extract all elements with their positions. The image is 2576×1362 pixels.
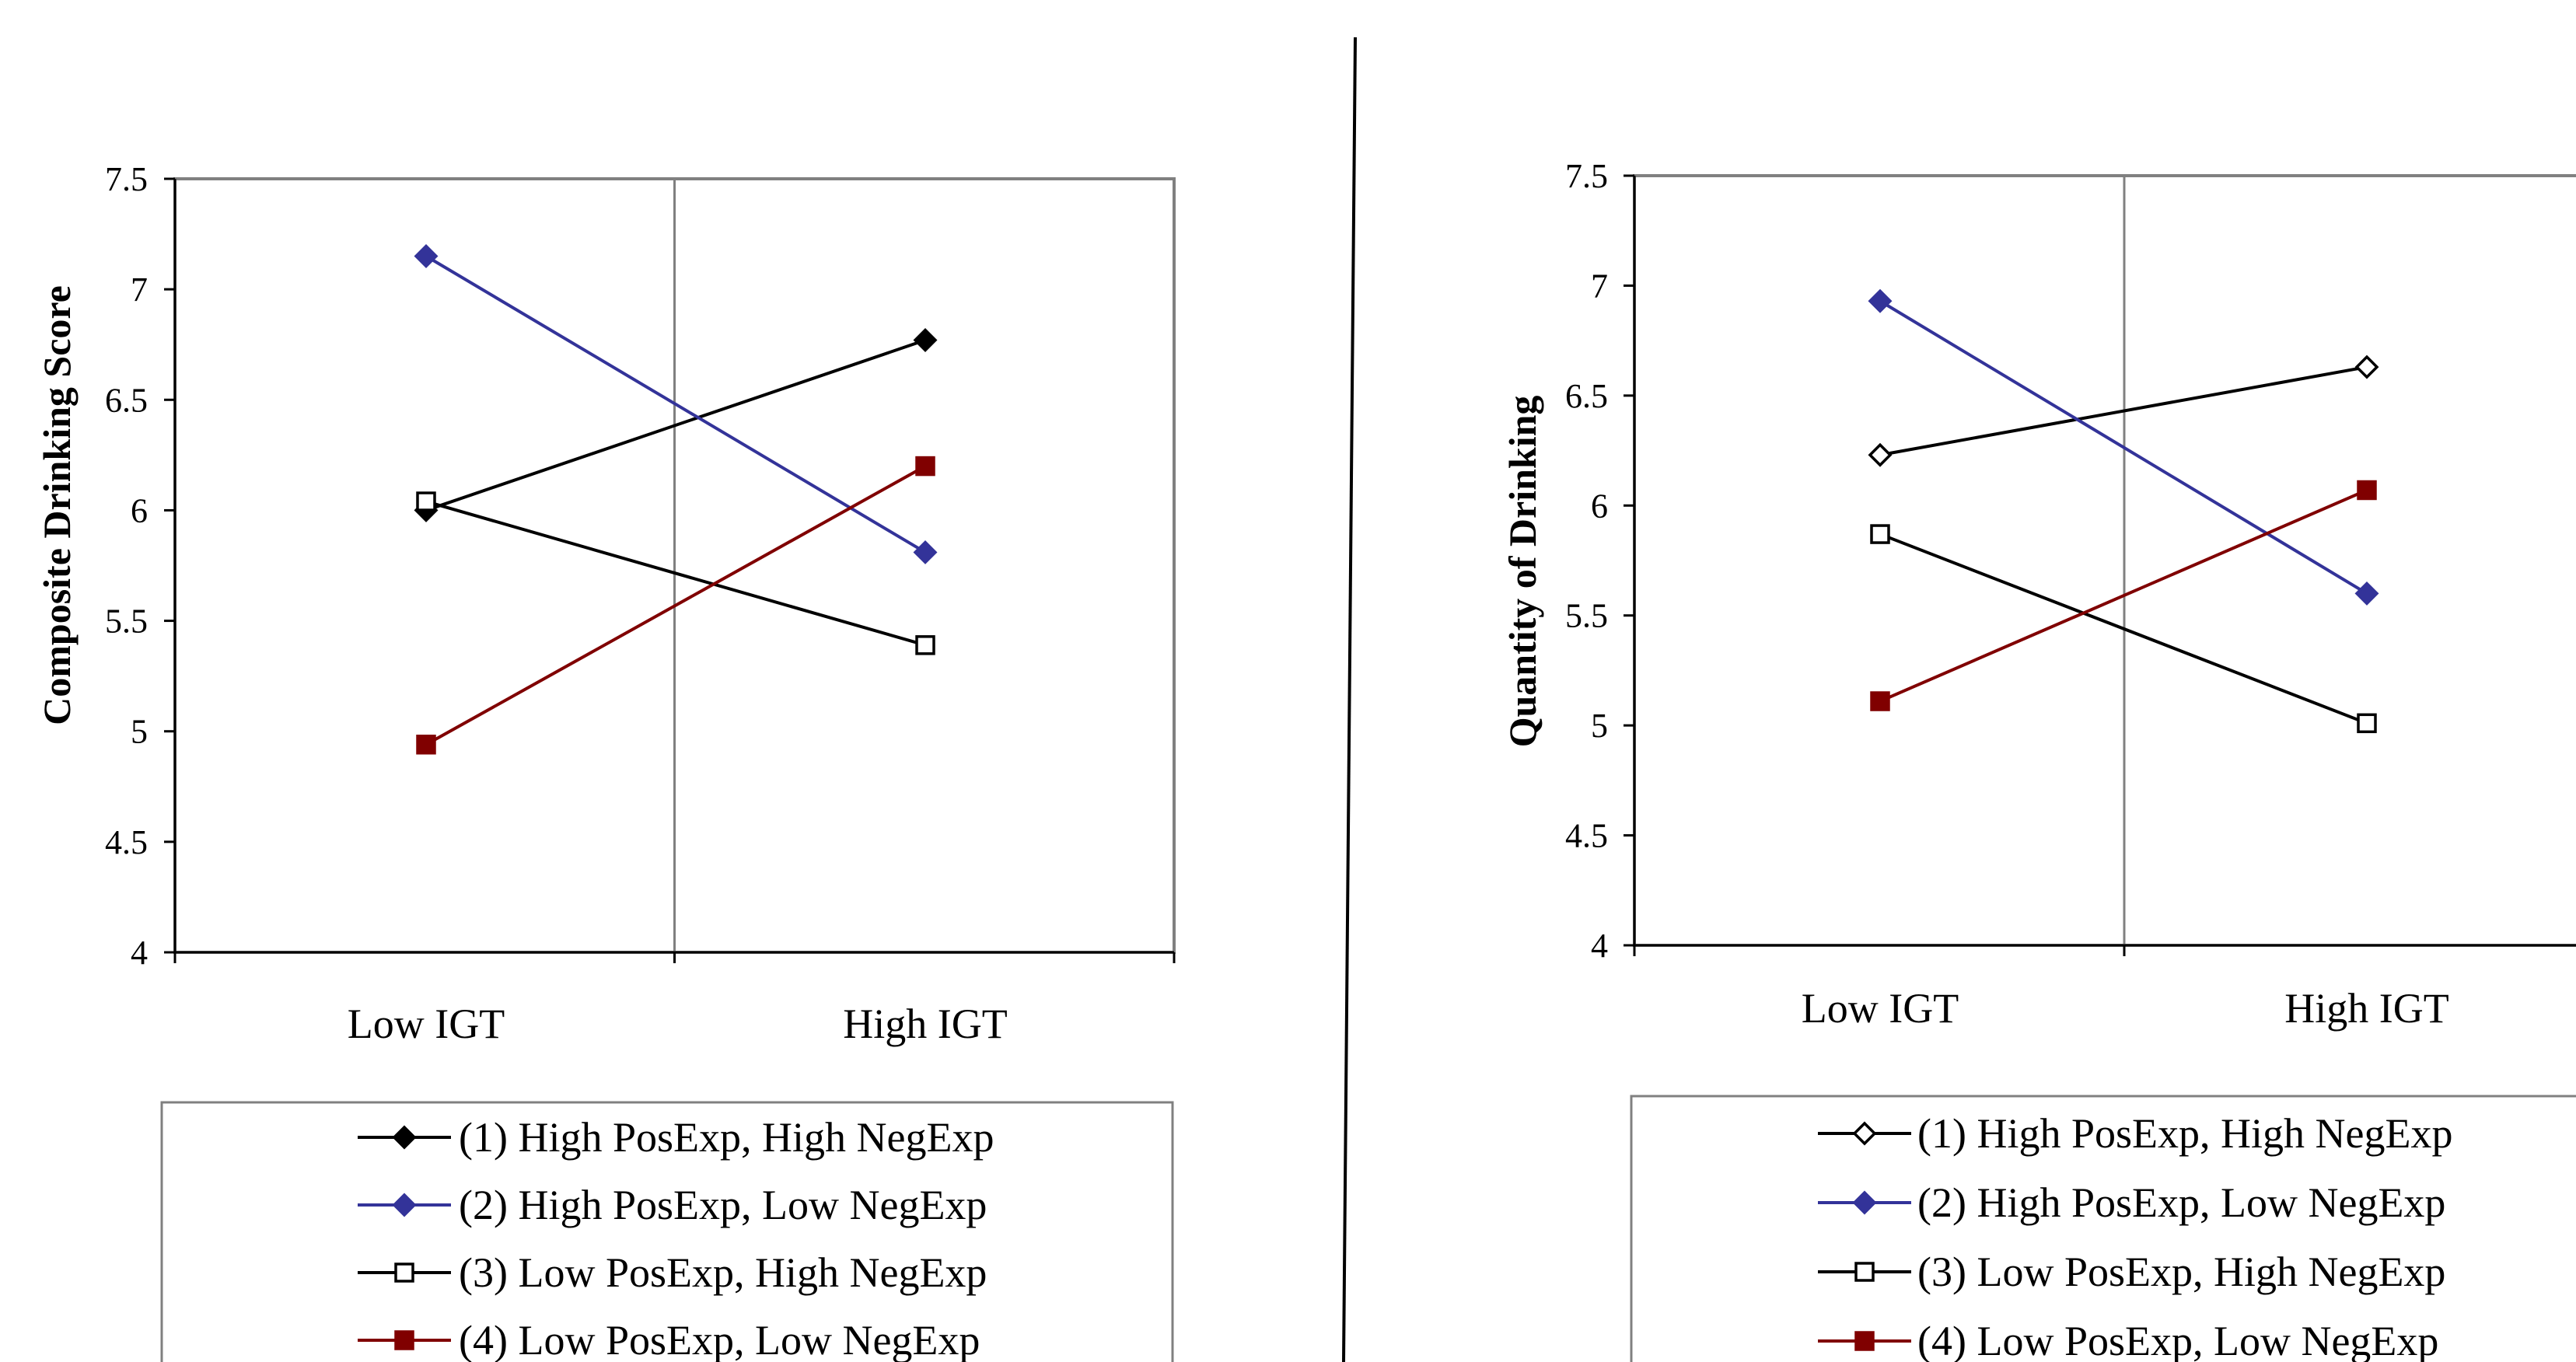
left-legend-swatch-marker [394, 1262, 414, 1283]
right-chart-y-tick-label: 4 [1591, 927, 1608, 965]
left-chart-x-category-labels: Low IGT High IGT [348, 1001, 1008, 1047]
right-chart-series-3-point [1870, 524, 1890, 544]
left-chart-y-tick-labels: 4 4.5 5 5.5 6 6.5 7 7.5 [105, 160, 175, 972]
right-chart-series-1-point [2354, 354, 2379, 379]
left-chart-x-category-label: High IGT [843, 1001, 1007, 1047]
right-chart-y-axis-label: Quantity of Drinking [1501, 396, 1544, 748]
right-chart-legend-box [1630, 1095, 2576, 1362]
left-legend-swatch-marker [392, 1193, 417, 1217]
left-chart-y-tick-label: 7 [131, 271, 148, 309]
right-legend-swatch-marker [1854, 1331, 1875, 1351]
left-chart-series-1-line [425, 338, 926, 512]
left-chart-panel: Composite Drinking Score 4 4.5 5 5.5 6 6.5 7 7.… [35, 160, 1176, 1362]
panel-divider-line [1342, 37, 1357, 1362]
right-chart-series-3-line [1879, 533, 2368, 725]
left-chart-y-axis-label: Composite Drinking Score [35, 285, 79, 725]
right-chart-legend: (1) High PosExp, High NegExp (2) High Pos… [1818, 1110, 2452, 1362]
left-chart-legend: (1) High PosExp, High NegExp (2) High Pos… [358, 1114, 994, 1362]
left-chart-y-tick-label: 6 [131, 491, 148, 529]
left-chart-y-tick-label: 4.5 [105, 823, 148, 861]
right-chart-series-4-point [1870, 691, 1890, 711]
left-legend-entry-label: (3) Low PosExp, High NegExp [459, 1249, 987, 1296]
right-chart-series [1868, 288, 2379, 734]
right-chart-y-tick-label: 6 [1591, 487, 1608, 525]
left-chart-series-2-point [913, 540, 938, 564]
right-chart-y-tick-label: 7.5 [1565, 157, 1608, 195]
right-chart-series-2-point [1868, 288, 1893, 313]
right-legend-entry-label: (4) Low PosExp, Low NegExp [1917, 1318, 2438, 1362]
left-chart-series-4-point [416, 735, 436, 755]
right-chart-x-category-label: Low IGT [1802, 985, 1959, 1032]
left-chart-series [414, 244, 938, 755]
left-chart-series-2-line [425, 254, 927, 554]
right-chart-y-tick-labels: 4 4.5 5 5.5 6 6.5 7 7.5 [1565, 157, 1634, 965]
left-chart-series-2-point [414, 244, 439, 268]
left-chart-y-tick-label: 6.5 [105, 381, 148, 419]
right-legend-swatch-marker [1852, 1190, 1877, 1215]
right-chart-series-4-point [2357, 480, 2377, 501]
right-legend-entry-label: (2) High PosExp, Low NegExp [1917, 1179, 2445, 1226]
left-legend-entry-label: (1) High PosExp, High NegExp [459, 1114, 994, 1161]
left-chart-y-tick-label: 7.5 [105, 160, 148, 198]
left-chart-series-4-line [425, 464, 926, 746]
right-chart-series-3-point [2357, 713, 2377, 734]
right-chart-series-4-line [1879, 488, 2368, 703]
right-legend-entry-label: (1) High PosExp, High NegExp [1917, 1110, 2452, 1157]
left-chart-series-3-line [425, 500, 926, 647]
right-chart-series-2-line [1879, 299, 2368, 595]
right-legend-swatch-marker [1852, 1121, 1877, 1146]
left-chart-x-category-label: Low IGT [348, 1001, 505, 1047]
right-legend-swatch-marker [1854, 1262, 1875, 1282]
right-chart-y-tick-label: 4.5 [1565, 817, 1608, 855]
right-chart-y-tick-label: 6.5 [1565, 377, 1608, 415]
right-chart-x-category-labels: Low IGT High IGT [1802, 985, 2449, 1032]
left-chart-series-4-point [915, 456, 935, 477]
right-chart-y-tick-label: 5 [1591, 707, 1608, 745]
right-chart-x-category-label: High IGT [2284, 985, 2448, 1032]
left-legend-swatch-marker [394, 1330, 414, 1350]
left-chart-y-tick-label: 5.5 [105, 602, 148, 641]
left-chart-series-3-point [416, 491, 436, 512]
left-legend-entry-label: (2) High PosExp, Low NegExp [459, 1182, 987, 1228]
right-chart-y-tick-label: 7 [1591, 267, 1608, 305]
left-chart-series-3-point [915, 635, 935, 655]
right-legend-entry-label: (3) Low PosExp, High NegExp [1917, 1248, 2445, 1295]
left-legend-swatch-marker [392, 1125, 417, 1150]
left-legend-entry-label: (4) Low PosExp, Low NegExp [459, 1317, 980, 1362]
left-chart-axes [173, 179, 1176, 963]
left-chart-legend-box [160, 1101, 1174, 1362]
right-chart-series-2-point [2354, 581, 2379, 606]
left-chart-series-1-point [913, 328, 938, 353]
right-chart-panel: Quantity of Drinking 4 4.5 5 5.5 6 6.5 7 7.5 Lo… [1501, 157, 2576, 1362]
right-chart-axes [1633, 176, 2576, 956]
left-chart-y-tick-label: 4 [131, 934, 148, 972]
right-chart-plot-area [1633, 174, 2576, 947]
right-chart-series-1-point [1868, 442, 1893, 467]
right-chart-y-tick-label: 5.5 [1565, 597, 1608, 635]
left-chart-y-tick-label: 5 [131, 713, 148, 751]
right-chart-series-1-line [1879, 365, 2368, 457]
